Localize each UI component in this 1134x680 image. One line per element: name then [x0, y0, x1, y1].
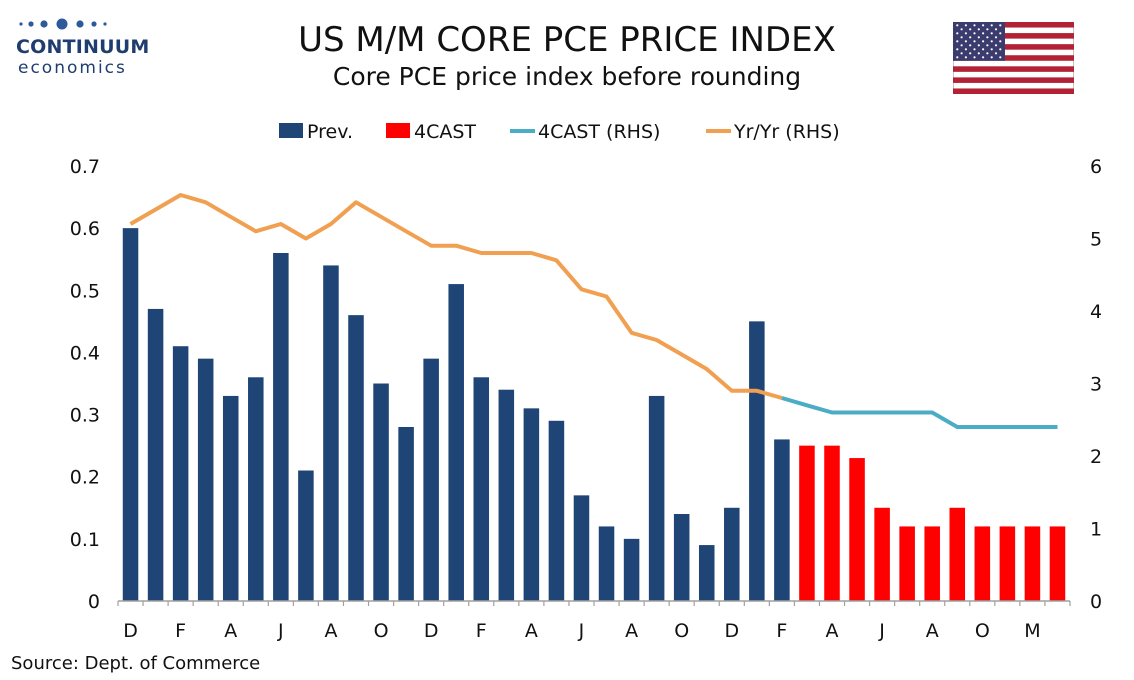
x-tick-label: D [424, 620, 439, 642]
bar-prev [172, 346, 189, 601]
bar-prev [348, 315, 364, 601]
bar-prev [273, 253, 289, 601]
bar-prev [498, 389, 515, 601]
bar-prev [373, 383, 389, 601]
legend-label-prev: Prev. [307, 121, 353, 143]
legend-swatch-4cast [386, 123, 410, 138]
chart-subtitle: Core PCE price index before rounding [332, 62, 802, 91]
y-left-tick-label: 0.7 [70, 156, 100, 178]
x-tick-label: D [123, 620, 138, 642]
y-right-tick-label: 4 [1090, 301, 1102, 323]
bar-4cast [1049, 526, 1066, 601]
bar-4cast [1024, 526, 1041, 601]
chart-title: US M/M CORE PCE PRICE INDEX [298, 20, 836, 60]
y-left-tick-label: 0.5 [70, 280, 100, 302]
x-tick-label: A [826, 620, 839, 642]
x-tick-label: A [625, 620, 638, 642]
bar-prev [648, 395, 665, 601]
y-left-tick-label: 0.6 [70, 218, 100, 240]
logo-tagline: economics [18, 58, 127, 78]
x-tick-label: A [324, 620, 337, 642]
y-left-tick-label: 0.3 [70, 405, 100, 427]
y-right-tick-label: 5 [1090, 229, 1102, 251]
x-tick-label: J [878, 620, 885, 642]
x-tick-label: M [1024, 620, 1040, 642]
bar-prev [623, 538, 640, 601]
source-note: Source: Dept. of Commerce [11, 653, 261, 674]
continuum-logo: CONTINUUM economics [14, 14, 149, 78]
line-yoy [129, 193, 783, 400]
bar-4cast [999, 526, 1016, 601]
bar-4cast [924, 526, 940, 601]
y-right-tick-label: 6 [1090, 156, 1102, 178]
bar-prev [423, 358, 439, 601]
legend: Prev. 4CAST 4CAST (RHS) Yr/Yr (RHS) [279, 121, 840, 143]
bar-prev [573, 495, 590, 601]
bar-prev [774, 439, 790, 601]
x-tick-label: O [374, 620, 389, 642]
line-4cast-rhs [781, 396, 1058, 429]
bar-prev [548, 420, 565, 601]
bar-prev [398, 427, 414, 601]
legend-label-yoy: Yr/Yr (RHS) [733, 121, 840, 143]
bar-prev [323, 265, 339, 601]
bar-prev [724, 507, 740, 601]
y-left-tick-label: 0.2 [70, 467, 100, 489]
y-right-tick-label: 0 [1090, 591, 1102, 613]
x-tick-label: J [578, 620, 585, 642]
bar-4cast [799, 445, 815, 601]
bar-prev [598, 526, 615, 601]
y-left-tick-label: 0.1 [70, 529, 100, 551]
x-tick-label: A [224, 620, 237, 642]
x-tick-label: D [724, 620, 739, 642]
bar-prev [248, 377, 264, 601]
bar-4cast [874, 507, 890, 601]
x-tick-label: A [926, 620, 939, 642]
bar-prev [523, 408, 540, 601]
x-tick-label: O [674, 620, 689, 642]
x-tick-label: F [175, 620, 186, 642]
y-left-tick-label: 0.4 [70, 342, 100, 364]
bar-prev [473, 377, 490, 601]
bar-prev [749, 321, 765, 601]
bar-prev [673, 514, 690, 601]
legend-swatch-prev [279, 123, 303, 138]
logo-wordmark: CONTINUUM [16, 36, 150, 58]
bar-prev [147, 308, 164, 601]
bar-4cast [899, 526, 915, 601]
bar-4cast [974, 526, 991, 601]
bar-prev [698, 545, 715, 601]
bar-prev [298, 470, 314, 601]
bar-4cast [824, 445, 840, 601]
y-right-tick-label: 1 [1090, 519, 1102, 541]
x-tick-label: F [776, 620, 787, 642]
x-tick-label: F [476, 620, 487, 642]
x-tick-label: A [525, 620, 538, 642]
bar-prev [122, 228, 139, 601]
bar-4cast [949, 507, 966, 601]
logo-dots-icon [19, 18, 107, 30]
plot-area: D F A J A O D F A J A O D F A J A O M 0 0.1 0.2 0.3 0.4 0.5 0.6 0.… [70, 156, 1102, 642]
y-left-tick-label: 0 [88, 591, 100, 613]
legend-label-4cast-rhs: 4CAST (RHS) [538, 121, 660, 143]
legend-label-4cast: 4CAST [414, 121, 476, 143]
y-right-tick-label: 3 [1090, 374, 1102, 396]
x-tick-label: O [975, 620, 990, 642]
bar-prev [197, 358, 214, 601]
bar-4cast [849, 458, 865, 601]
bar-prev [448, 284, 464, 601]
y-right-tick-label: 2 [1090, 446, 1102, 468]
bar-prev [222, 395, 239, 601]
x-tick-label: J [277, 620, 284, 642]
us-flag-icon [953, 22, 1074, 94]
